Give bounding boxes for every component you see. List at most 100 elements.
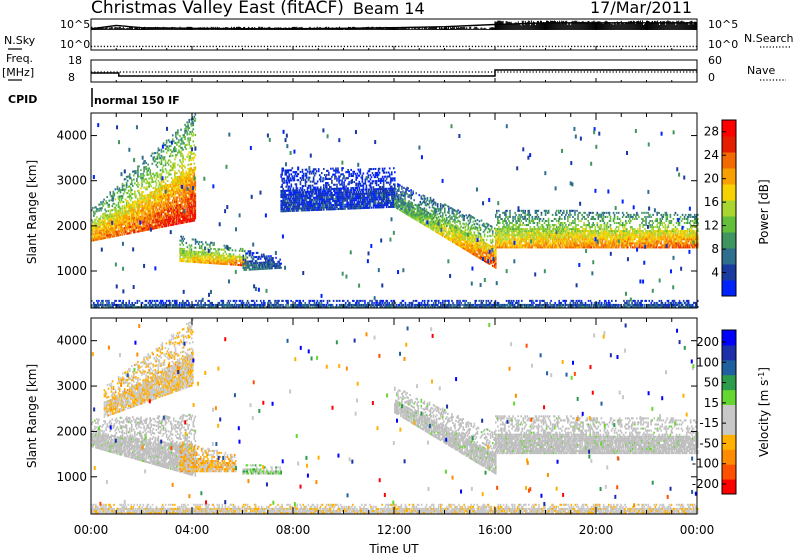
power-cell [183,173,185,175]
power-cell [176,199,178,201]
power-cell [383,170,385,172]
power-cell [343,185,345,187]
power-cell [143,175,145,177]
power-cell [377,198,379,200]
power-cell [180,129,182,131]
power-cell [214,254,216,256]
power-cell [184,146,186,148]
power-cell [136,180,138,182]
power-cell [192,128,194,130]
power-cell [159,182,161,184]
power-cell [100,201,102,203]
power-cell [107,210,109,212]
power-cell [300,181,302,183]
power-cell [161,151,163,153]
power-cell [115,229,117,231]
power-cell [172,195,174,197]
power-cell [390,182,392,184]
power-cell [168,172,170,174]
power-cell [151,153,153,155]
power-cell [104,221,106,223]
power-cell [136,217,138,219]
power-cell [411,202,413,204]
power-cell [410,189,412,191]
power-cell [317,180,319,182]
power-cell [191,244,193,246]
power-cell [290,210,292,212]
power-cell [291,204,293,206]
power-cell [239,254,241,256]
power-cell [330,186,332,188]
power-cell [229,249,231,251]
power-cell [283,208,285,210]
power-cell [327,170,329,172]
power-cell [281,174,283,176]
nsearch-label: N.Search [744,32,794,45]
power-cell [141,197,143,199]
power-cell [317,186,319,188]
power-cell [313,179,315,181]
power-cell [106,202,108,204]
power-cell [189,214,191,216]
power-cell [129,216,131,218]
power-cell [187,123,189,125]
power-cell [158,176,160,178]
power-cell [181,153,183,155]
power-cell [165,162,167,164]
power-cell [177,196,179,198]
power-cell [198,253,200,255]
power-cell [202,257,204,259]
power-cell [306,169,308,171]
power-cell [146,221,148,223]
power-cell [257,262,259,264]
power-cell [168,200,170,202]
power-cell [315,187,317,189]
power-cell [147,164,149,166]
power-cell [145,178,147,180]
power-cell [297,175,299,177]
power-cell [135,172,137,174]
freq-label: Freq. [6,52,33,65]
power-cell [114,195,116,197]
power-cell [153,187,155,189]
power-cell [353,171,355,173]
power-cell [134,209,136,211]
power-cell [307,195,309,197]
power-cell [239,250,241,252]
power-cell [294,210,296,212]
power-cell [388,182,390,184]
power-cell [160,169,162,171]
power-cell [161,163,163,165]
power-cell [178,149,180,151]
power-cell [131,181,133,183]
power-cell [344,187,346,189]
power-cell [95,206,97,208]
power-cell [167,146,169,148]
power-cell [346,193,348,195]
power-cell [172,155,174,157]
power-cell [383,186,385,188]
power-cell [107,226,109,228]
power-cell [122,209,124,211]
power-cell [276,263,278,265]
power-cell [391,186,393,188]
power-cell [161,183,163,185]
power-cell [173,197,175,199]
power-cell [176,144,178,146]
nave-tick-label: 60 [708,54,722,67]
power-cell [173,224,175,226]
power-cell [331,192,333,194]
power-cell [156,207,158,209]
power-cell [153,181,155,183]
power-cell [291,200,293,202]
power-cell [189,131,191,133]
power-cell [118,228,120,230]
power-cell [342,194,344,196]
power-cell [321,209,323,211]
power-cell [377,176,379,178]
cpid-value: normal 150 IF [94,94,180,107]
power-cell [187,164,189,166]
power-cell [160,157,162,159]
power-cell [166,142,168,144]
